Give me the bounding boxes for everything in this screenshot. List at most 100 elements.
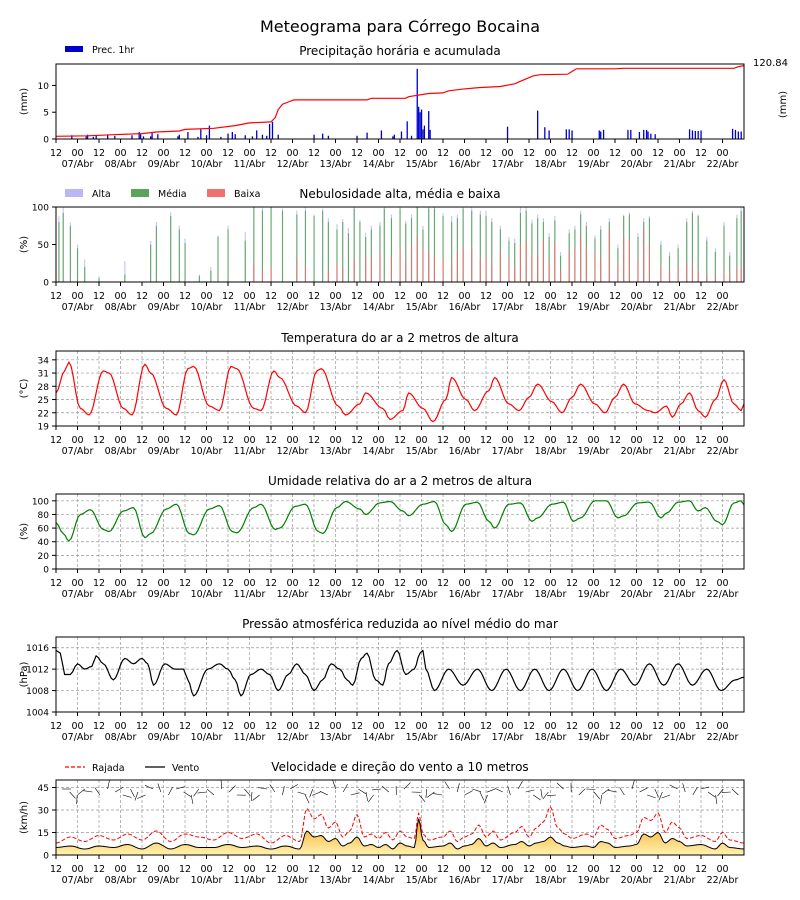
cloud-bar-low: [574, 248, 576, 282]
x-tick-label: 00: [673, 435, 685, 446]
y-tick-label: 20: [38, 552, 50, 562]
cloud-bar-mid: [150, 244, 152, 282]
x-tick-label: 00: [415, 291, 427, 302]
x-tick-label: 12: [265, 578, 277, 589]
x-tick-label: 00: [630, 578, 642, 589]
x-tick-label: 00: [114, 864, 126, 875]
panel-0: Precipitação horária e acumulada (mm) 0 5 10…: [19, 44, 789, 170]
cloud-bar-mid: [471, 210, 473, 282]
legend-swatch-cloud: [65, 189, 83, 197]
x-tick-label: 12: [222, 291, 234, 302]
cloud-bar-low: [677, 267, 679, 282]
cloud-bar-mid: [353, 208, 355, 282]
precip-bar: [410, 135, 413, 139]
x-day-label: 12/Abr: [277, 732, 309, 743]
y-axis-label: (°C): [19, 379, 30, 399]
cloud-bar-mid: [491, 222, 493, 282]
cloud-bar-low: [514, 267, 516, 282]
y-tick-label: 0: [43, 136, 49, 146]
y-tick-label: 25: [38, 396, 49, 406]
cloud-bar-low: [594, 252, 596, 282]
y-axis-label: (hPa): [19, 661, 30, 687]
x-tick-label: 00: [157, 435, 169, 446]
x-tick-label: 00: [329, 291, 341, 302]
x-tick-label: 12: [437, 721, 449, 732]
precip-bar: [654, 134, 656, 139]
cloud-bar-mid: [69, 225, 71, 282]
y-tick-label: 50: [38, 241, 50, 251]
y-tick-label: 80: [38, 511, 50, 521]
x-day-label: 10/Abr: [191, 589, 223, 600]
x-tick-label: 12: [351, 148, 363, 159]
wind-arrow: [631, 780, 635, 790]
x-day-label: 19/Abr: [578, 302, 610, 313]
precip-bar: [571, 130, 573, 139]
wind-arrow: [700, 786, 710, 790]
x-tick-label: 12: [93, 864, 105, 875]
x-tick-label: 00: [587, 435, 599, 446]
wind-arrow: [250, 791, 253, 802]
x-day-label: 17/Abr: [492, 446, 524, 457]
x-tick-label: 00: [200, 148, 212, 159]
y-tick-label: 60: [38, 525, 50, 535]
x-tick-label: 12: [394, 578, 406, 589]
cloud-bar-low: [554, 243, 556, 282]
x-tick-label: 00: [415, 864, 427, 875]
x-tick-label: 12: [308, 148, 320, 159]
legend-label-gust: Rajada: [92, 763, 125, 774]
panel-title: Temperatura do ar a 2 metros de altura: [280, 331, 519, 345]
cloud-bar-low: [729, 274, 731, 282]
x-tick-label: 12: [136, 864, 148, 875]
wind-arrow: [309, 788, 314, 798]
x-tick-label: 00: [372, 148, 384, 159]
x-day-label: 13/Abr: [320, 159, 352, 170]
x-day-label: 16/Abr: [449, 159, 481, 170]
x-day-label: 15/Abr: [406, 732, 438, 743]
x-tick-label: 00: [243, 148, 255, 159]
x-day-label: 18/Abr: [535, 589, 567, 600]
wind-arrow: [107, 780, 110, 790]
precip-bar: [731, 128, 734, 139]
x-tick-label: 12: [265, 291, 277, 302]
cloud-bar-mid: [428, 208, 430, 282]
cloud-bar-low: [304, 265, 306, 282]
precip-bar: [600, 131, 602, 139]
wind-arrow: [403, 782, 411, 790]
x-tick-label: 12: [523, 435, 535, 446]
y-tick-label: 15: [38, 829, 49, 839]
x-tick-label: 00: [415, 435, 427, 446]
wind-line: [56, 818, 744, 850]
cloud-bar-low: [560, 270, 562, 282]
page-title: Meteograma para Córrego Bocaina: [260, 17, 540, 36]
x-day-label: 09/Abr: [148, 589, 180, 600]
wind-arrow: [731, 788, 739, 796]
x-tick-label: 00: [200, 864, 212, 875]
cloud-bar-low: [479, 259, 481, 282]
cloud-bar-mid: [304, 210, 306, 282]
x-day-label: 17/Abr: [492, 875, 524, 886]
wind-arrow: [190, 794, 194, 804]
cloud-bar-mid: [244, 240, 246, 282]
precip-bar: [71, 135, 73, 139]
x-day-label: 22/Abr: [707, 302, 739, 313]
cloud-bar-mid: [84, 267, 86, 282]
x-tick-label: 12: [351, 578, 363, 589]
plot-area: [56, 65, 744, 139]
cloud-bar-low: [270, 267, 272, 282]
x-day-label: 12/Abr: [277, 159, 309, 170]
x-tick-label: 12: [609, 291, 621, 302]
cloud-bar-mid: [697, 216, 699, 282]
precip-bar: [537, 110, 539, 139]
x-day-label: 14/Abr: [363, 732, 395, 743]
precip-bar: [208, 125, 211, 139]
x-day-label: 07/Abr: [62, 589, 94, 600]
wind-arrow: [372, 788, 382, 791]
x-tick-label: 00: [501, 721, 513, 732]
x-tick-label: 12: [50, 578, 62, 589]
x-tick-label: 12: [480, 578, 492, 589]
legend-label-precip: Prec. 1hr: [92, 45, 134, 56]
x-day-label: 09/Abr: [148, 302, 180, 313]
precip-bar: [177, 136, 179, 139]
cloud-bar-low: [253, 263, 255, 282]
x-tick-label: 12: [265, 148, 277, 159]
